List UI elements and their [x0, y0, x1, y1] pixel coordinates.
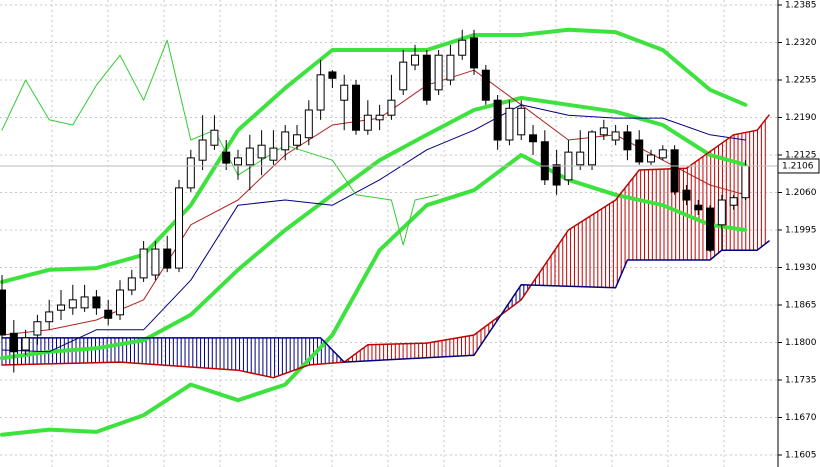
indicator-line: [0, 153, 748, 437]
candle-body: [706, 207, 715, 251]
y-tick-label: 1.1995: [785, 226, 817, 236]
y-tick-label: 1.1865: [785, 301, 817, 311]
candle-body: [540, 141, 549, 181]
candle-body: [175, 187, 184, 269]
candle-body: [576, 151, 585, 166]
candle-body: [387, 99, 396, 116]
candle-body: [741, 165, 750, 199]
indicator-line: [1, 240, 770, 363]
candle-body: [434, 54, 443, 91]
y-tick-label: 1.2255: [785, 76, 817, 86]
candle-body: [470, 37, 479, 69]
candle-body: [363, 114, 372, 131]
candle-body: [694, 204, 703, 211]
candle-body: [399, 61, 408, 91]
indicator-line: [0, 95, 748, 361]
y-tick-label: 1.1800: [785, 338, 817, 348]
last-price-label: 1.2106: [782, 161, 814, 171]
candle-body: [68, 299, 77, 309]
candle-body: [139, 248, 148, 279]
candle-body: [57, 304, 66, 311]
candle-body: [281, 131, 290, 151]
y-tick-label: 1.1735: [785, 376, 817, 386]
candle-body: [717, 199, 726, 226]
candle-body: [21, 337, 30, 351]
y-tick-label: 1.2060: [785, 188, 817, 198]
candle-body: [682, 189, 691, 201]
candle-body: [529, 134, 538, 143]
candle-body: [127, 277, 136, 291]
candle-body: [352, 84, 361, 131]
y-tick-label: 1.1670: [785, 413, 817, 423]
candle-body: [623, 131, 632, 151]
candle-body: [45, 311, 54, 323]
indicator-line: [1, 114, 770, 379]
candle-body: [234, 157, 243, 166]
candle-body: [116, 289, 125, 316]
candle-body: [163, 248, 172, 269]
candle-body: [729, 197, 738, 206]
candle-body: [375, 114, 384, 121]
candle-body: [304, 109, 313, 139]
candle-body: [670, 149, 679, 193]
candle-body: [210, 129, 219, 146]
candle-body: [316, 74, 325, 111]
candle-body: [222, 151, 231, 164]
candle-body: [198, 139, 207, 161]
candle-body: [635, 139, 644, 163]
candle-body: [293, 134, 302, 146]
y-tick-label: 1.1930: [785, 263, 817, 273]
candle-body: [517, 107, 526, 136]
candle-body: [552, 164, 561, 186]
candle-body: [9, 332, 18, 353]
candle-body: [257, 144, 266, 159]
candle-body: [80, 296, 89, 309]
candle-body: [340, 84, 349, 101]
y-tick-label: 1.2190: [785, 113, 817, 123]
candle-body: [422, 54, 431, 101]
y-tick-label: 1.2320: [785, 38, 817, 48]
y-tick-label: 1.2385: [785, 1, 817, 11]
y-tick-label: 1.2125: [785, 151, 817, 161]
candle-body: [658, 149, 667, 159]
candle-body: [588, 131, 597, 166]
candle-body: [328, 71, 337, 79]
y-tick-label: 1.1605: [785, 451, 817, 461]
candle-body: [458, 39, 467, 56]
candle-body: [186, 157, 195, 189]
candle-body: [411, 54, 420, 66]
candle-body: [104, 309, 113, 319]
candle-body: [446, 54, 455, 81]
candle-body: [493, 99, 502, 141]
candle-body: [33, 321, 42, 336]
indicator-line: [1, 104, 746, 353]
candle-body: [599, 127, 608, 136]
indicator-line: [0, 27, 748, 284]
candle-body: [611, 131, 620, 141]
last-price-box: [777, 158, 820, 174]
candle-body: [269, 147, 278, 161]
candle-body: [0, 289, 7, 336]
candle-body: [92, 296, 101, 309]
candle-body: [481, 69, 490, 101]
candle-body: [505, 107, 514, 141]
candle-body: [245, 147, 254, 166]
candle-body: [647, 154, 656, 163]
candle-body: [151, 248, 160, 276]
